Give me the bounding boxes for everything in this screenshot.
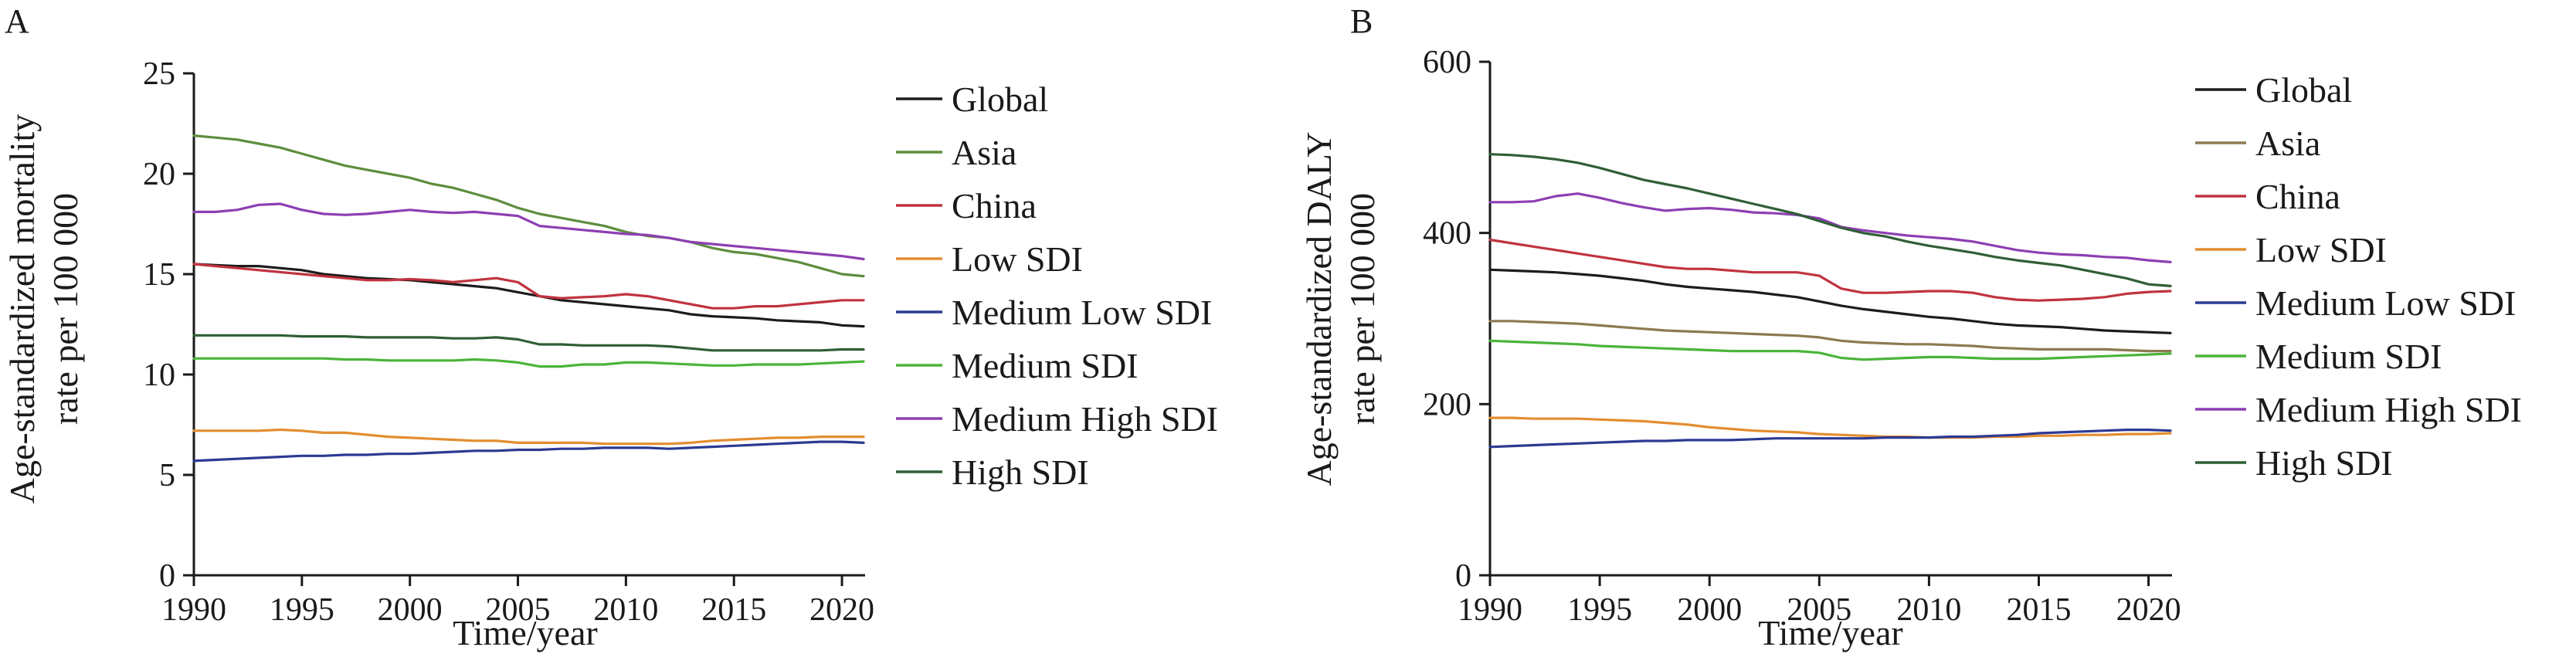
panel-b-legend-label-china: China xyxy=(2255,177,2340,216)
panel-a-y-tick-label: 10 xyxy=(143,358,175,393)
panel-a-legend-label-asia: Asia xyxy=(952,133,1016,172)
panel-b-x-tick-label: 2015 xyxy=(2006,592,2071,628)
panel-b-legend-label-medium-high-sdi: Medium High SDI xyxy=(2255,390,2522,429)
panel-b-x-tick-label: 2010 xyxy=(1896,592,1961,628)
panel-a-line-asia xyxy=(192,134,865,278)
panel-a-x-tick-label: 2000 xyxy=(378,592,443,628)
panel-a-series-lines xyxy=(192,134,865,463)
panel-a-y-tick-label: 25 xyxy=(143,56,175,92)
panel-b-legend-label-low-sdi: Low SDI xyxy=(2255,230,2387,269)
panel-a-legend-label-china: China xyxy=(952,186,1037,225)
panel-b-x-tick-label: 2000 xyxy=(1677,592,1742,628)
panel-b-line-medium-sdi xyxy=(1488,339,2172,361)
panel-b-legend-item-medium-high-sdi: Medium High SDI xyxy=(2195,390,2522,429)
panel-a-x-tick-label: 1995 xyxy=(270,592,334,628)
panel-b-legend-item-medium-sdi: Medium SDI xyxy=(2195,337,2442,376)
panel-a-line-low-sdi xyxy=(192,428,865,446)
panel-b-x-axis-title: Time/year xyxy=(1758,613,1902,653)
panel-a-legend-item-asia: Asia xyxy=(896,133,1016,172)
panel-b-line-medium-high-sdi xyxy=(1488,192,2172,263)
panel-a-legend-item-medium-low-sdi: Medium Low SDI xyxy=(896,293,1212,332)
panel-b-legend-label-asia: Asia xyxy=(2255,124,2320,163)
panel-a-y-tick-label: 5 xyxy=(159,458,175,493)
panel-a-legend-item-low-sdi: Low SDI xyxy=(896,239,1083,279)
panel-b-y-tick-label: 600 xyxy=(1423,45,1471,80)
panel-b-legend-label-medium-sdi: Medium SDI xyxy=(2255,337,2442,376)
panel-a-legend-item-china: China xyxy=(896,186,1037,225)
panel-a-legend-label-medium-low-sdi: Medium Low SDI xyxy=(952,293,1212,332)
panel-a-y-axis-title-line-2: rate per 100 000 xyxy=(46,193,85,425)
panel-a-legend: Global Asia China Low SDI Medium Low SDI Medi… xyxy=(896,80,1218,492)
panel-b-x-ticks: 1990 1995 2000 2005 2010 2015 2020 xyxy=(1458,575,2181,628)
panel-b-line-high-sdi xyxy=(1488,153,2172,287)
panel-a-letter: A xyxy=(5,2,29,40)
panel-b: B Age-standardized DALY rate per 100 000… xyxy=(1299,2,2522,653)
panel-a-x-tick-label: 2015 xyxy=(701,592,766,628)
panel-a-line-medium-sdi xyxy=(192,357,865,368)
panel-b-y-ticks: 0 200 400 600 xyxy=(1423,45,1490,594)
panel-a-y-axis-title-line-1: Age-standardized mortality xyxy=(2,114,42,504)
panel-a-line-global xyxy=(192,263,865,328)
panel-b-line-asia xyxy=(1488,320,2172,353)
panel-b-series-lines xyxy=(1488,153,2172,449)
panel-a-y-tick-label: 0 xyxy=(159,558,175,594)
panel-a-legend-item-medium-sdi: Medium SDI xyxy=(896,346,1139,385)
panel-a-x-tick-label: 2005 xyxy=(486,592,551,628)
panel-b-x-tick-label: 1990 xyxy=(1458,592,1522,628)
panel-a-line-medium-high-sdi xyxy=(192,202,865,261)
panel-a: A Age-standardized mortality rate per 10… xyxy=(2,2,1218,653)
panel-b-x-tick-label: 2005 xyxy=(1787,592,1851,628)
panel-a-y-tick-label: 20 xyxy=(143,157,175,192)
panel-b-y-axis-title: Age-standardized DALY rate per 100 000 xyxy=(1299,131,1382,486)
panel-b-x-tick-label: 2020 xyxy=(2116,592,2181,628)
panel-a-legend-label-medium-high-sdi: Medium High SDI xyxy=(952,399,1218,439)
panel-b-legend-item-global: Global xyxy=(2195,70,2352,110)
panel-b-line-global xyxy=(1488,268,2172,334)
panel-b-y-tick-label: 200 xyxy=(1423,387,1471,422)
panel-b-legend-item-china: China xyxy=(2195,177,2340,216)
panel-b-line-china xyxy=(1488,238,2172,302)
panel-a-legend-label-low-sdi: Low SDI xyxy=(952,239,1083,279)
panel-a-x-ticks: 1990 1995 2000 2005 2010 2015 2020 xyxy=(161,575,874,628)
panel-a-x-tick-label: 1990 xyxy=(161,592,226,628)
panel-b-y-tick-label: 400 xyxy=(1423,216,1471,252)
panel-b-legend-label-high-sdi: High SDI xyxy=(2255,443,2393,483)
panel-a-legend-label-global: Global xyxy=(952,80,1048,119)
panel-b-letter: B xyxy=(1350,2,1373,40)
panel-a-x-tick-label: 2020 xyxy=(809,592,874,628)
panel-b-legend: Global Asia China Low SDI Medium Low SDI Medi… xyxy=(2195,70,2522,483)
panel-a-x-tick-label: 2010 xyxy=(593,592,658,628)
panel-b-legend-item-asia: Asia xyxy=(2195,124,2320,163)
panel-b-y-tick-label: 0 xyxy=(1455,558,1471,594)
panel-a-y-axis-title: Age-standardized mortality rate per 100 … xyxy=(2,114,85,504)
panel-b-legend-label-medium-low-sdi: Medium Low SDI xyxy=(2255,283,2516,323)
panel-b-line-medium-low-sdi xyxy=(1488,428,2172,449)
panel-a-y-ticks: 0 5 10 15 20 25 xyxy=(143,56,194,594)
panel-b-legend-item-high-sdi: High SDI xyxy=(2195,443,2393,483)
panel-a-legend-label-high-sdi: High SDI xyxy=(952,453,1089,492)
panel-a-line-medium-low-sdi xyxy=(192,440,865,463)
panel-a-legend-item-high-sdi: High SDI xyxy=(896,453,1089,492)
panel-b-legend-item-low-sdi: Low SDI xyxy=(2195,230,2387,269)
panel-b-legend-label-global: Global xyxy=(2255,70,2352,110)
panel-a-y-tick-label: 15 xyxy=(143,257,175,293)
panel-b-x-tick-label: 1995 xyxy=(1567,592,1632,628)
panel-b-y-axis-title-line-1: Age-standardized DALY xyxy=(1299,131,1339,486)
panel-a-legend-item-medium-high-sdi: Medium High SDI xyxy=(896,399,1218,439)
panel-b-legend-item-medium-low-sdi: Medium Low SDI xyxy=(2195,283,2516,323)
panel-a-legend-item-global: Global xyxy=(896,80,1048,119)
panel-a-line-china xyxy=(192,263,865,310)
panel-a-x-axis-title: Time/year xyxy=(453,613,597,653)
panel-a-legend-label-medium-sdi: Medium SDI xyxy=(952,346,1139,385)
panel-b-line-low-sdi xyxy=(1488,416,2172,439)
panel-b-y-axis-title-line-2: rate per 100 000 xyxy=(1342,193,1382,425)
panel-a-line-high-sdi xyxy=(192,334,865,352)
